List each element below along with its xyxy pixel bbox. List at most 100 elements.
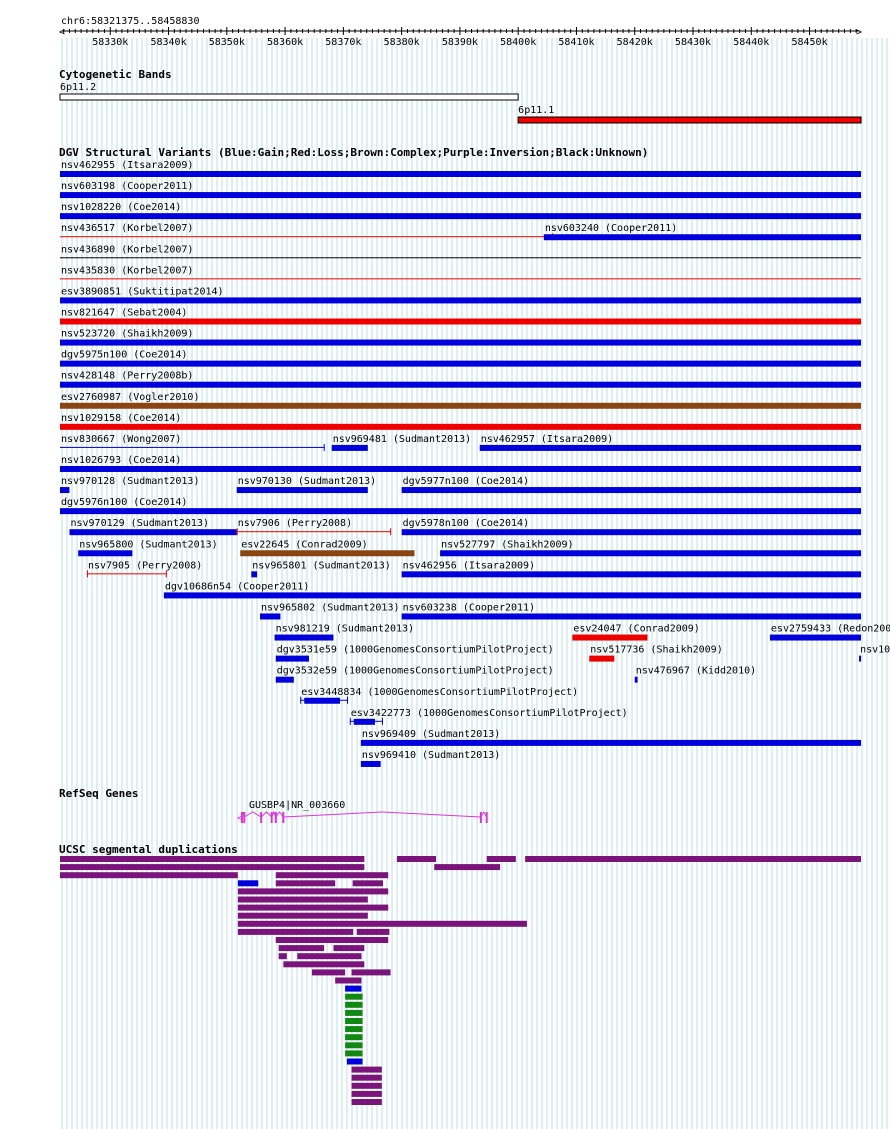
segdup-block[interactable] — [352, 880, 383, 887]
segdup-block[interactable] — [345, 1018, 363, 1024]
segdup-block[interactable] — [278, 953, 287, 960]
dgv-feature-bar[interactable] — [60, 318, 861, 325]
cytoband-band[interactable] — [59, 93, 519, 101]
segdup-track-title[interactable]: UCSC segmental duplications — [59, 843, 238, 856]
dgv-feature[interactable]: nsv462955 (Itsara2009) — [60, 160, 861, 177]
dgv-feature[interactable]: nsv830667 (Wong2007) — [60, 434, 325, 451]
dgv-feature-bar[interactable] — [60, 360, 861, 367]
dgv-feature[interactable]: nsv1028220 (Coe2014) — [60, 202, 861, 220]
segdup-block[interactable] — [351, 1082, 382, 1089]
dgv-feature-bar[interactable] — [60, 381, 861, 388]
dgv-feature-bar[interactable] — [60, 213, 861, 220]
dgv-feature-bar[interactable] — [274, 634, 334, 641]
dgv-feature[interactable]: nsv969410 (Sudmant2013) — [360, 750, 500, 767]
segdup-block[interactable] — [351, 1066, 382, 1073]
segdup-block[interactable] — [237, 888, 389, 895]
segdup-block[interactable] — [333, 945, 365, 952]
dgv-feature-bar[interactable] — [589, 655, 615, 662]
dgv-feature-bar[interactable] — [479, 444, 861, 451]
dgv-feature-bar[interactable] — [60, 171, 861, 177]
dgv-feature[interactable]: nsv965800 (Sudmant2013) — [78, 539, 218, 557]
dgv-feature-bar[interactable] — [360, 760, 381, 767]
dgv-feature-bar[interactable] — [78, 550, 133, 557]
dgv-feature-bar[interactable] — [275, 676, 294, 683]
dgv-feature[interactable]: nsv1026793 (Coe2014) — [60, 455, 861, 472]
segdup-block[interactable] — [345, 1009, 363, 1016]
dgv-feature[interactable]: nsv981219 (Sudmant2013) — [274, 624, 414, 641]
dgv-feature-bar[interactable] — [859, 655, 862, 662]
cytoband-label[interactable]: 6p11.1 — [518, 105, 554, 116]
dgv-feature[interactable]: nsv523720 (Shaikh2009) — [60, 329, 861, 346]
dgv-feature-bar[interactable] — [60, 192, 861, 199]
dgv-feature[interactable]: esv24047 (Conrad2009) — [572, 624, 700, 641]
dgv-feature[interactable]: dgv3531e59 (1000GenomesConsortiumPilotPr… — [275, 645, 554, 662]
dgv-feature-bar[interactable] — [163, 592, 861, 599]
dgv-feature[interactable]: nsv435830 (Korbel2007) — [60, 265, 861, 280]
dgv-feature-bar[interactable] — [60, 465, 861, 472]
dgv-feature-bar[interactable] — [360, 739, 861, 746]
dgv-feature[interactable]: nsv7905 (Perry2008) — [86, 560, 202, 578]
dgv-feature[interactable]: nsv970128 (Sudmant2013) — [60, 476, 199, 494]
dgv-feature[interactable]: nsv517736 (Shaikh2009) — [589, 645, 723, 662]
segdup-block[interactable] — [345, 1001, 363, 1008]
dgv-feature-bar[interactable] — [543, 234, 861, 241]
segdup-block[interactable] — [297, 953, 362, 960]
segdup-block[interactable] — [275, 872, 389, 879]
dgv-feature[interactable]: nsv821647 (Sebat2004) — [60, 307, 861, 325]
segdup-block[interactable] — [486, 856, 516, 862]
dgv-feature-bar[interactable] — [401, 487, 861, 494]
dgv-feature[interactable]: nsv1029158 (Coe2014) — [60, 413, 861, 430]
segdup-block[interactable] — [351, 969, 391, 976]
segdup-block[interactable] — [356, 928, 390, 935]
dgv-feature-line[interactable] — [86, 573, 167, 575]
dgv-feature-bar[interactable] — [401, 529, 861, 536]
dgv-feature-bar[interactable] — [60, 508, 861, 515]
dgv-feature-bar[interactable] — [304, 697, 341, 704]
dgv-feature-bar[interactable] — [251, 571, 258, 578]
dgv-feature[interactable]: dgv5977n100 (Coe2014) — [401, 476, 861, 494]
dgv-feature[interactable]: dgv10686n54 (Cooper2011) — [163, 581, 861, 599]
dgv-feature-bar[interactable] — [401, 613, 861, 620]
refseq-track-title[interactable]: RefSeq Genes — [59, 787, 138, 800]
segdup-block[interactable] — [345, 1042, 363, 1049]
dgv-feature[interactable]: nsv970129 (Sudmant2013) — [69, 518, 237, 536]
dgv-feature[interactable]: esv3890851 (Suktitipat2014) — [60, 286, 861, 304]
dgv-feature-bar[interactable] — [331, 444, 368, 451]
segdup-block[interactable] — [237, 896, 368, 903]
dgv-feature[interactable]: nsv603198 (Cooper2011) — [60, 181, 861, 199]
segdup-block[interactable] — [345, 985, 362, 992]
dgv-feature[interactable]: dgv5975n100 (Coe2014) — [60, 350, 861, 367]
dgv-feature-bar[interactable] — [275, 655, 309, 662]
dgv-feature[interactable]: nsv7906 (Perry2008) — [236, 518, 392, 536]
segdup-block[interactable] — [335, 977, 362, 984]
segdup-block[interactable] — [351, 1090, 382, 1097]
dgv-feature-line[interactable] — [60, 257, 861, 259]
dgv-track-title[interactable]: DGV Structural Variants (Blue:Gain;Red:L… — [59, 146, 648, 159]
dgv-feature[interactable]: esv3422773 (1000GenomesConsortiumPilotPr… — [349, 708, 628, 725]
dgv-feature[interactable]: nsv436890 (Korbel2007) — [60, 244, 861, 259]
dgv-feature[interactable]: nsv428148 (Perry2008b) — [60, 371, 861, 388]
dgv-feature[interactable]: dgv3532e59 (1000GenomesConsortiumPilotPr… — [275, 666, 554, 683]
dgv-feature-bar[interactable] — [401, 571, 861, 578]
segdup-block[interactable] — [351, 1074, 382, 1081]
segdup-block[interactable] — [237, 880, 259, 887]
dgv-feature[interactable]: nsv462957 (Itsara2009) — [479, 434, 861, 451]
dgv-feature-line[interactable] — [60, 446, 325, 448]
segdup-block[interactable] — [345, 1050, 363, 1057]
dgv-feature-line[interactable] — [60, 236, 554, 238]
dgv-feature[interactable]: esv2760987 (Vogler2010) — [60, 392, 861, 409]
dgv-feature-bar[interactable] — [60, 297, 861, 304]
segdup-block[interactable] — [60, 872, 238, 879]
dgv-feature-line[interactable] — [236, 531, 392, 533]
dgv-feature[interactable]: nsv603238 (Cooper2011) — [401, 602, 861, 620]
dgv-feature-bar[interactable] — [69, 529, 237, 536]
dgv-feature[interactable]: esv2759433 (Redon2006) — [769, 624, 890, 641]
segdup-block[interactable] — [396, 856, 437, 862]
dgv-feature-bar[interactable] — [634, 676, 638, 683]
dgv-feature-bar[interactable] — [353, 718, 375, 725]
dgv-feature[interactable]: nsv969481 (Sudmant2013) — [331, 434, 471, 451]
dgv-feature-bar[interactable] — [236, 487, 368, 494]
dgv-feature-bar[interactable] — [60, 402, 861, 409]
dgv-feature-bar[interactable] — [769, 634, 861, 641]
dgv-feature[interactable]: nsv462956 (Itsara2009) — [401, 560, 861, 578]
